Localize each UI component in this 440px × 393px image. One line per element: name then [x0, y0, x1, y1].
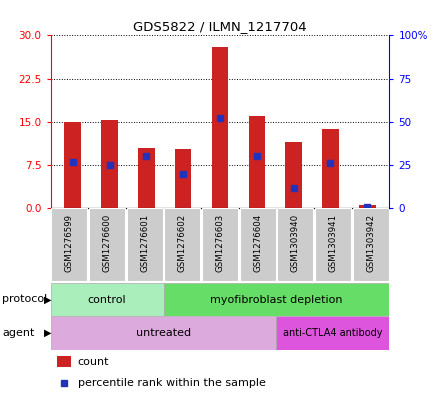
Bar [64, 122, 81, 208]
Bar [322, 129, 339, 208]
Bar [212, 47, 228, 208]
Bar [276, 316, 389, 350]
Text: agent: agent [2, 328, 35, 338]
Bar [202, 208, 238, 281]
Text: GSM1303942: GSM1303942 [366, 214, 375, 272]
Text: GSM1276602: GSM1276602 [178, 214, 187, 272]
Bar [315, 208, 351, 281]
Bar [352, 208, 389, 281]
Text: untreated: untreated [136, 328, 191, 338]
Bar [249, 116, 265, 208]
Bar [89, 208, 125, 281]
Text: GSM1276599: GSM1276599 [65, 214, 74, 272]
Text: GSM1276600: GSM1276600 [103, 214, 112, 272]
Bar [164, 283, 389, 316]
Bar [138, 148, 154, 208]
Bar [277, 208, 313, 281]
Text: GSM1276601: GSM1276601 [140, 214, 149, 272]
Text: GSM1303940: GSM1303940 [291, 214, 300, 272]
Bar [175, 149, 191, 208]
Bar [51, 208, 88, 281]
Text: GSM1303941: GSM1303941 [328, 214, 337, 272]
Text: ▶: ▶ [44, 294, 51, 305]
Text: protocol: protocol [2, 294, 48, 305]
Bar [286, 142, 302, 208]
Bar [57, 356, 71, 367]
Text: ▶: ▶ [44, 328, 51, 338]
Bar [359, 206, 376, 208]
Text: count: count [78, 356, 109, 367]
Bar [51, 316, 276, 350]
Text: GSM1276604: GSM1276604 [253, 214, 262, 272]
Text: myofibroblast depletion: myofibroblast depletion [210, 295, 343, 305]
Bar [51, 283, 164, 316]
Text: GSM1276603: GSM1276603 [216, 214, 224, 272]
Text: control: control [88, 295, 126, 305]
Bar [101, 120, 118, 208]
Title: GDS5822 / ILMN_1217704: GDS5822 / ILMN_1217704 [133, 20, 307, 33]
Bar [164, 208, 201, 281]
Text: anti-CTLA4 antibody: anti-CTLA4 antibody [283, 328, 383, 338]
Text: percentile rank within the sample: percentile rank within the sample [78, 378, 266, 387]
Bar [239, 208, 276, 281]
Bar [127, 208, 163, 281]
